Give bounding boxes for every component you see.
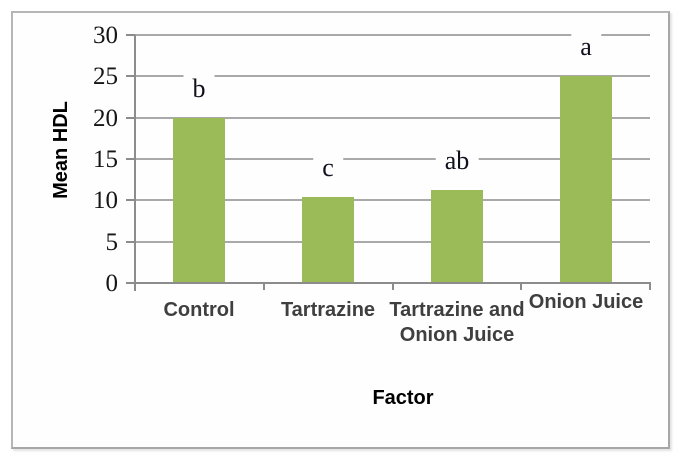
x-category-label-line: Onion Juice [399, 324, 515, 346]
x-category-label-line: Control [163, 299, 235, 321]
gridline [135, 75, 650, 77]
bar-tartrazine-and-onion-juice [431, 190, 483, 283]
x-axis-tick-mark [520, 283, 522, 290]
x-axis-line [134, 282, 651, 284]
x-axis-title: Factor [372, 387, 434, 409]
y-axis-tick-mark [126, 241, 135, 243]
significance-letter: ab [435, 144, 479, 179]
x-axis-tick-mark [649, 283, 651, 290]
y-tick-label: 30 [93, 22, 118, 49]
x-category-label-line: Tartrazine and [389, 299, 525, 321]
y-axis-tick-mark [126, 34, 135, 36]
gridline [135, 117, 650, 119]
y-axis-tick-mark [126, 158, 135, 160]
x-axis-tick-mark [392, 283, 394, 290]
significance-letter: a [571, 30, 601, 65]
gridline [135, 158, 650, 160]
y-axis-line [134, 35, 136, 291]
bar-tartrazine [302, 197, 354, 283]
bar-onion-juice [560, 76, 612, 283]
significance-letter: b [183, 72, 215, 107]
x-category-label-line: Onion Juice [528, 291, 644, 313]
y-axis-tick-mark [126, 75, 135, 77]
bar-control [173, 118, 225, 283]
y-tick-label: 5 [105, 229, 119, 256]
x-category-label-tartrazine-and-onion-juice: Tartrazine and Onion Juice [389, 298, 525, 348]
significance-letter: c [313, 151, 343, 186]
y-axis-title: Mean HDL [50, 101, 72, 199]
y-tick-label: 15 [93, 146, 118, 173]
gridline [135, 241, 650, 243]
y-tick-label: 10 [93, 187, 118, 214]
gridline [135, 34, 650, 36]
y-axis-tick-mark [126, 117, 135, 119]
x-axis-tick-mark [263, 283, 265, 290]
y-tick-label: 25 [93, 63, 118, 90]
x-category-label-onion-juice: Onion Juice [518, 290, 654, 315]
y-axis-tick-mark [126, 199, 135, 201]
gridline [135, 199, 650, 201]
y-axis-tick-mark [126, 282, 135, 284]
x-category-label-line: Tartrazine [280, 299, 376, 321]
x-category-label-tartrazine: Tartrazine [260, 298, 396, 323]
y-tick-label: 20 [93, 105, 118, 132]
y-tick-label: 0 [105, 270, 119, 297]
x-category-label-control: Control [131, 298, 267, 323]
